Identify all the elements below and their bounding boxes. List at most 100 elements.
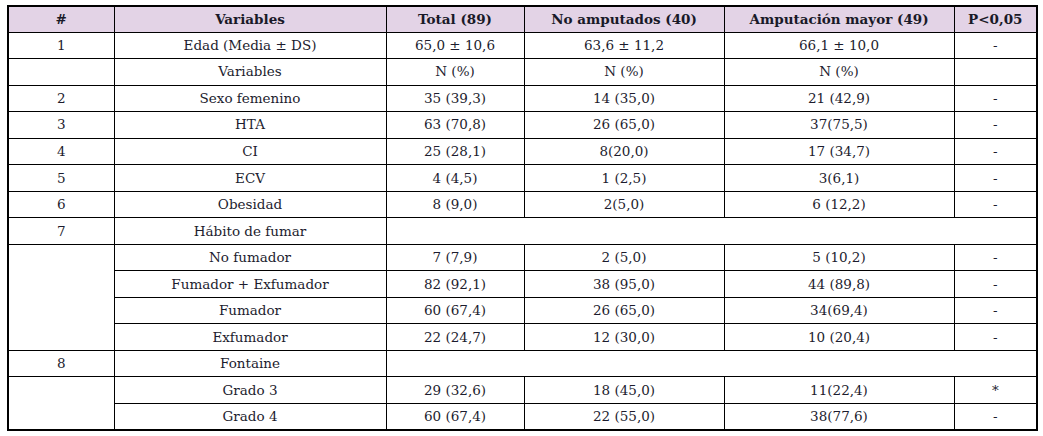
header-row: #VariablesTotal (89)No amputados (40)Amp… bbox=[8, 6, 1037, 32]
table-cell: 6 (12,2) bbox=[724, 191, 954, 218]
table-row: Grado 460 (67,4)22 (55,0)38(77,6)- bbox=[8, 403, 1037, 430]
table-cell: - bbox=[954, 244, 1037, 271]
table-cell bbox=[954, 59, 1037, 86]
table-cell: 8 bbox=[8, 350, 114, 377]
table-row: 7Hábito de fumar bbox=[8, 218, 1037, 245]
table-cell: N (%) bbox=[524, 59, 724, 86]
table-cell: ECV bbox=[114, 165, 386, 192]
table-cell: 60 (67,4) bbox=[386, 403, 524, 430]
table-cell: - bbox=[954, 191, 1037, 218]
table-row: 3HTA63 (70,8)26 (65,0)37(75,5)- bbox=[8, 112, 1037, 139]
page: #VariablesTotal (89)No amputados (40)Amp… bbox=[0, 0, 1043, 436]
table-cell: 10 (20,4) bbox=[724, 324, 954, 351]
table-row: 8Fontaine bbox=[8, 350, 1037, 377]
column-header: Total (89) bbox=[386, 6, 524, 32]
table-cell: 63,6 ± 11,2 bbox=[524, 32, 724, 59]
table-row: 5ECV4 (4,5)1 (2,5)3(6,1)- bbox=[8, 165, 1037, 192]
table-cell bbox=[8, 59, 114, 86]
column-header: # bbox=[8, 6, 114, 32]
table-cell: 12 (30,0) bbox=[524, 324, 724, 351]
table-cell: 2 (5,0) bbox=[524, 244, 724, 271]
table-body: 1Edad (Media ± DS)65,0 ± 10,663,6 ± 11,2… bbox=[8, 32, 1037, 430]
table-cell: 38(77,6) bbox=[724, 403, 954, 430]
table-cell: Hábito de fumar bbox=[114, 218, 386, 245]
table-cell: HTA bbox=[114, 112, 386, 139]
table-cell bbox=[386, 218, 1037, 245]
table-cell: 37(75,5) bbox=[724, 112, 954, 139]
table-cell: 3 bbox=[8, 112, 114, 139]
clinical-variables-table: #VariablesTotal (89)No amputados (40)Amp… bbox=[7, 5, 1038, 431]
table-cell: 11(22,4) bbox=[724, 377, 954, 404]
table-cell: Fumador + Exfumador bbox=[114, 271, 386, 298]
column-header: Amputación mayor (49) bbox=[724, 6, 954, 32]
table-cell: 63 (70,8) bbox=[386, 112, 524, 139]
table-cell: - bbox=[954, 112, 1037, 139]
table-cell: Edad (Media ± DS) bbox=[114, 32, 386, 59]
table-cell: 6 bbox=[8, 191, 114, 218]
column-header: Variables bbox=[114, 6, 386, 32]
table-cell: 26 (65,0) bbox=[524, 297, 724, 324]
table-cell: - bbox=[954, 297, 1037, 324]
table-cell: 7 bbox=[8, 218, 114, 245]
table-cell: 44 (89,8) bbox=[724, 271, 954, 298]
table-row: 2Sexo femenino35 (39,3)14 (35,0)21 (42,9… bbox=[8, 85, 1037, 112]
table-cell: - bbox=[954, 271, 1037, 298]
table-cell: 34(69,4) bbox=[724, 297, 954, 324]
table-row: Fumador60 (67,4)26 (65,0)34(69,4)- bbox=[8, 297, 1037, 324]
table-cell: - bbox=[954, 165, 1037, 192]
table-cell bbox=[8, 244, 114, 350]
table-cell bbox=[386, 350, 1037, 377]
table-cell: Variables bbox=[114, 59, 386, 86]
table-cell: - bbox=[954, 324, 1037, 351]
table-row: 6Obesidad8 (9,0)2(5,0)6 (12,2)- bbox=[8, 191, 1037, 218]
table-cell: 18 (45,0) bbox=[524, 377, 724, 404]
table-cell: 29 (32,6) bbox=[386, 377, 524, 404]
table-cell: * bbox=[954, 377, 1037, 404]
table-cell: 60 (67,4) bbox=[386, 297, 524, 324]
table-cell: 22 (24,7) bbox=[386, 324, 524, 351]
table-cell: 38 (95,0) bbox=[524, 271, 724, 298]
table-cell: 25 (28,1) bbox=[386, 138, 524, 165]
table-cell: - bbox=[954, 403, 1037, 430]
table-head: #VariablesTotal (89)No amputados (40)Amp… bbox=[8, 6, 1037, 32]
table-cell: Obesidad bbox=[114, 191, 386, 218]
table-cell: 3(6,1) bbox=[724, 165, 954, 192]
table-cell: CI bbox=[114, 138, 386, 165]
table-cell: 82 (92,1) bbox=[386, 271, 524, 298]
table-cell: Sexo femenino bbox=[114, 85, 386, 112]
table-cell: 5 (10,2) bbox=[724, 244, 954, 271]
table-cell: 8(20,0) bbox=[524, 138, 724, 165]
table-row: Grado 329 (32,6)18 (45,0)11(22,4)* bbox=[8, 377, 1037, 404]
table-cell: - bbox=[954, 85, 1037, 112]
table-cell: Grado 3 bbox=[114, 377, 386, 404]
table-cell: Exfumador bbox=[114, 324, 386, 351]
table-row: VariablesN (%)N (%)N (%) bbox=[8, 59, 1037, 86]
table-cell: 8 (9,0) bbox=[386, 191, 524, 218]
table-cell: No fumador bbox=[114, 244, 386, 271]
table-cell: 4 (4,5) bbox=[386, 165, 524, 192]
table-cell: 65,0 ± 10,6 bbox=[386, 32, 524, 59]
table-row: Exfumador22 (24,7)12 (30,0)10 (20,4)- bbox=[8, 324, 1037, 351]
table-cell: 21 (42,9) bbox=[724, 85, 954, 112]
table-cell: 26 (65,0) bbox=[524, 112, 724, 139]
table-row: 4CI25 (28,1)8(20,0)17 (34,7)- bbox=[8, 138, 1037, 165]
table-cell: 1 bbox=[8, 32, 114, 59]
table-cell: N (%) bbox=[386, 59, 524, 86]
table-row: 1Edad (Media ± DS)65,0 ± 10,663,6 ± 11,2… bbox=[8, 32, 1037, 59]
table-cell: N (%) bbox=[724, 59, 954, 86]
table-cell: 7 (7,9) bbox=[386, 244, 524, 271]
table-cell: 4 bbox=[8, 138, 114, 165]
table-cell: 1 (2,5) bbox=[524, 165, 724, 192]
table-cell: 14 (35,0) bbox=[524, 85, 724, 112]
table-row: No fumador7 (7,9)2 (5,0)5 (10,2)- bbox=[8, 244, 1037, 271]
table-cell: 66,1 ± 10,0 bbox=[724, 32, 954, 59]
table-cell: 2 bbox=[8, 85, 114, 112]
table-cell: Grado 4 bbox=[114, 403, 386, 430]
table-cell: Fontaine bbox=[114, 350, 386, 377]
table-cell: 5 bbox=[8, 165, 114, 192]
table-cell: - bbox=[954, 32, 1037, 59]
table-cell: Fumador bbox=[114, 297, 386, 324]
table-cell: 17 (34,7) bbox=[724, 138, 954, 165]
table-cell: 22 (55,0) bbox=[524, 403, 724, 430]
table-cell bbox=[8, 377, 114, 430]
